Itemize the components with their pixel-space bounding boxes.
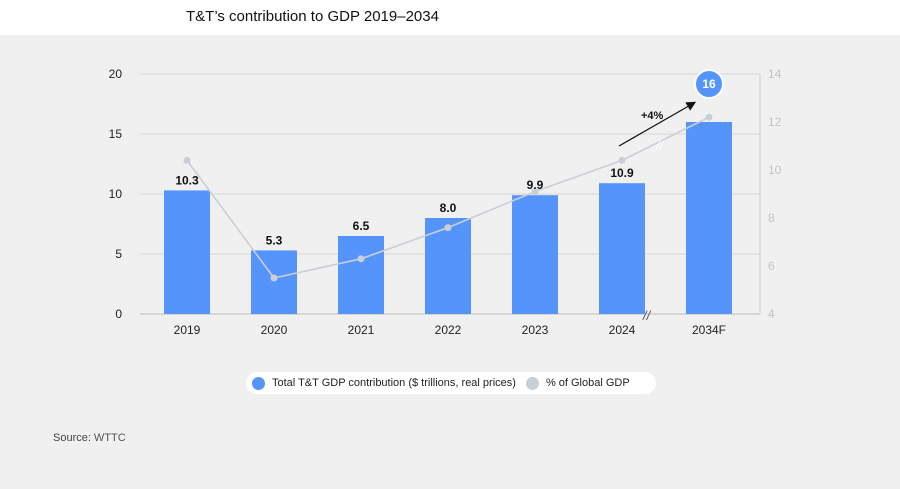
right-axis-tick: 8: [768, 211, 775, 225]
x-axis-tick: 2020: [261, 323, 288, 337]
bar: [512, 195, 558, 314]
line-point: [357, 255, 365, 263]
legend-swatch-bars: [252, 376, 265, 390]
line-point: [618, 156, 626, 164]
x-axis-tick: 2019: [174, 323, 201, 337]
right-axis-tick: 14: [768, 67, 782, 81]
growth-annotation: +4%: [641, 110, 664, 122]
right-axis-tick: 6: [768, 259, 775, 273]
bar-value-label: 10.3: [175, 173, 199, 187]
bar: [425, 218, 471, 314]
left-axis-tick: 0: [115, 307, 122, 321]
bar: [164, 190, 210, 314]
right-axis-tick: 12: [768, 115, 782, 129]
axis-break-mark: //: [642, 308, 652, 323]
line-break-mark: //: [655, 138, 665, 153]
x-axis-tick: 2021: [348, 323, 375, 337]
bar-value-label: 10.9: [610, 166, 634, 180]
x-axis-tick: 2023: [522, 323, 549, 337]
bar-value-label: 16: [702, 77, 716, 91]
legend-label-line: % of Global GDP: [545, 377, 630, 389]
bar-value-label: 9.9: [527, 178, 544, 192]
legend: Total T&T GDP contribution ($ trillions,…: [246, 372, 656, 394]
bar: [338, 236, 384, 314]
right-axis-tick: 10: [768, 163, 782, 177]
legend-swatch-line: [525, 376, 539, 390]
line-point: [705, 113, 713, 121]
bar: [686, 122, 732, 314]
legend-item-bars[interactable]: Total T&T GDP contribution ($ trillions,…: [252, 376, 516, 390]
x-axis-tick: 2024: [609, 323, 636, 337]
source-note: Source: WTTC: [53, 432, 126, 444]
legend-item-line[interactable]: % of Global GDP: [525, 376, 630, 390]
bar-value-label: 8.0: [440, 201, 457, 215]
chart-title: T&T’s contribution to GDP 2019–2034: [186, 8, 439, 25]
bar: [599, 183, 645, 314]
left-axis-tick: 10: [109, 187, 123, 201]
growth-arrow: [618, 101, 697, 147]
bar-value-label: 6.5: [353, 219, 370, 233]
bar-value-bubble: [694, 69, 724, 99]
source-text: WTTC: [93, 432, 126, 444]
left-axis-tick: 5: [115, 247, 122, 261]
line-point: [444, 224, 452, 232]
x-axis-tick: 2022: [435, 323, 462, 337]
source-label: Source:: [53, 432, 91, 444]
line-point: [183, 156, 191, 164]
line-point: [531, 188, 539, 196]
bar-value-label: 5.3: [266, 233, 283, 247]
x-axis-tick: 2034F: [692, 323, 726, 337]
left-axis-tick: 20: [109, 67, 123, 81]
line-point: [270, 274, 278, 282]
legend-label-bars: Total T&T GDP contribution ($ trillions,…: [272, 377, 516, 389]
right-axis-tick: 4: [768, 307, 775, 321]
left-axis-tick: 15: [109, 127, 123, 141]
bar: [251, 250, 297, 314]
